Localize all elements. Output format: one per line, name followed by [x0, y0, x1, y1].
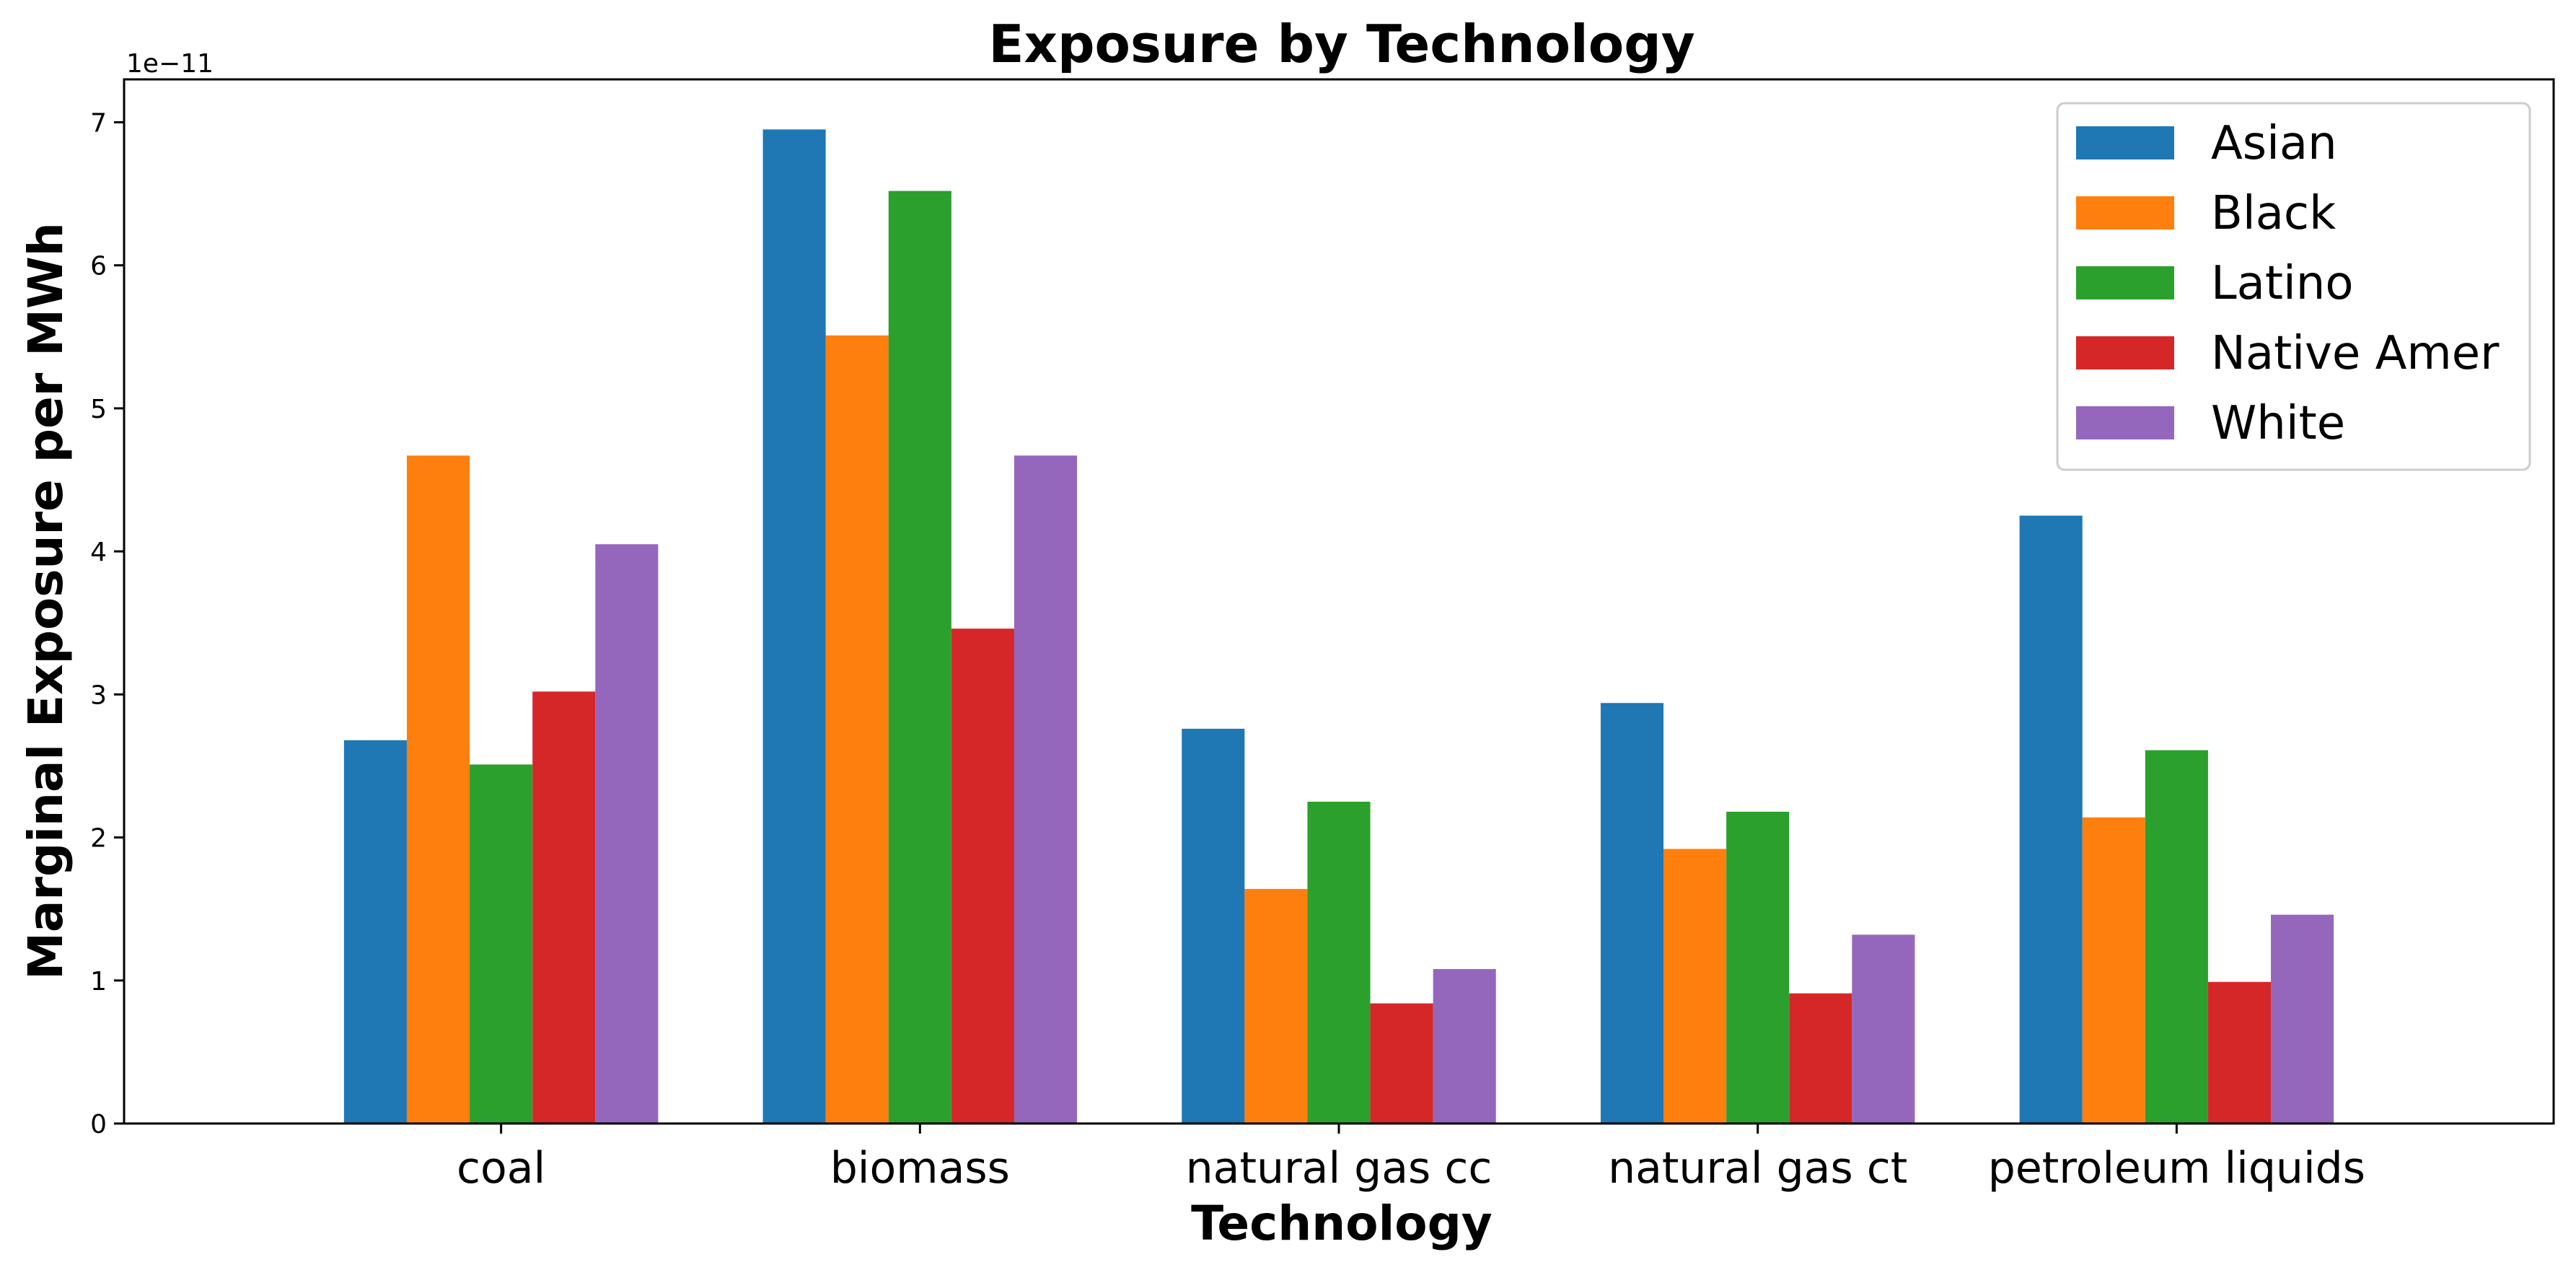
x-tick-label: biomass: [830, 1143, 1010, 1194]
bar-asian-biomass: [762, 129, 826, 1124]
x-axis-ticks: coal biomass natural gas cc natural gas ct p…: [457, 1124, 2365, 1194]
bars: [343, 129, 2334, 1124]
bar-white-petroleum-liquids: [2271, 914, 2334, 1124]
bar-black-natural-gas-cc: [1244, 888, 1308, 1124]
bar-native-amer-coal: [532, 691, 596, 1124]
y-tick-label: 4: [90, 538, 107, 567]
legend-swatch: [2076, 336, 2174, 369]
legend: Asian Black Latino Native Amer White: [2056, 102, 2531, 471]
bar-black-biomass: [825, 335, 889, 1124]
y-tick-label: 3: [90, 680, 107, 710]
bar-native-amer-natural-gas-cc: [1370, 1003, 1433, 1124]
x-tick-label: natural gas ct: [1608, 1143, 1907, 1194]
bar-black-natural-gas-ct: [1663, 849, 1727, 1124]
x-tick-label: coal: [457, 1143, 545, 1194]
legend-swatch: [2076, 266, 2174, 299]
x-tick-label: petroleum liquids: [1988, 1143, 2365, 1194]
bar-latino-natural-gas-cc: [1307, 802, 1371, 1124]
bar-black-petroleum-liquids: [2082, 817, 2145, 1124]
y-offset-label: 1e−11: [126, 49, 214, 79]
bar-latino-natural-gas-ct: [1726, 811, 1790, 1124]
y-tick-label: 2: [90, 824, 107, 854]
bar-white-coal: [595, 544, 659, 1124]
y-tick-label: 6: [90, 252, 107, 281]
bar-latino-petroleum-liquids: [2145, 750, 2208, 1124]
legend-swatch: [2076, 126, 2174, 159]
bar-asian-natural-gas-ct: [1600, 703, 1664, 1124]
legend-swatch: [2076, 406, 2174, 439]
bar-asian-petroleum-liquids: [2019, 515, 2083, 1124]
bar-latino-coal: [470, 764, 533, 1124]
bar-latino-biomass: [888, 190, 951, 1124]
bar-white-natural-gas-ct: [1852, 934, 1915, 1124]
y-tick-label: 5: [90, 395, 107, 424]
x-tick-label: natural gas cc: [1186, 1143, 1493, 1194]
legend-swatch: [2076, 196, 2174, 229]
legend-label: Native Amer: [2211, 327, 2500, 380]
legend-frame: [2056, 102, 2531, 471]
x-axis-title: Technology: [1191, 1196, 1493, 1251]
y-tick-label: 0: [90, 1110, 107, 1139]
bar-black-coal: [406, 455, 470, 1124]
y-axis-ticks: 0 1 2 3 4 5 6 7: [90, 108, 124, 1139]
bar-native-amer-biomass: [951, 629, 1014, 1124]
bar-native-amer-petroleum-liquids: [2207, 981, 2272, 1124]
bar-native-amer-natural-gas-ct: [1789, 993, 1852, 1124]
chart-title: Exposure by Technology: [988, 14, 1694, 74]
y-axis-title: Marginal Exposure per MWh: [18, 222, 74, 980]
bar-asian-natural-gas-cc: [1182, 728, 1245, 1124]
bar-asian-coal: [343, 740, 407, 1124]
bar-white-natural-gas-cc: [1433, 968, 1496, 1124]
y-tick-label: 1: [90, 967, 107, 997]
legend-label: Black: [2211, 187, 2336, 240]
bar-white-biomass: [1014, 455, 1078, 1124]
y-tick-label: 7: [90, 108, 107, 138]
legend-label: Latino: [2211, 257, 2353, 310]
legend-label: Asian: [2211, 117, 2337, 170]
legend-label: White: [2211, 397, 2345, 450]
